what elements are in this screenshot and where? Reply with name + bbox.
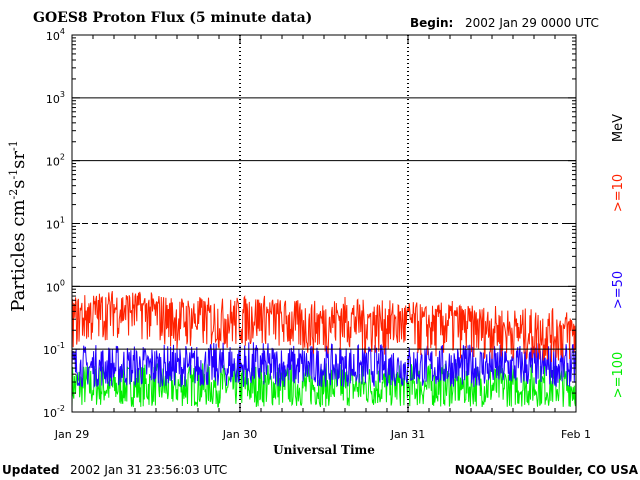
- x-tick-label: Jan 31: [390, 428, 425, 441]
- data-layer: [71, 291, 577, 408]
- legend-item-ge50: >=50: [611, 271, 626, 309]
- y-axis-label: Particles cm-2s-1sr-1: [7, 140, 29, 311]
- legend-item-ge10: >=10: [611, 174, 626, 212]
- y-tick-label: 103: [46, 90, 65, 106]
- y-tick-label: 10-1: [43, 341, 65, 357]
- x-tick-label: Feb 1: [561, 428, 591, 441]
- begin-value: 2002 Jan 29 0000 UTC: [465, 16, 599, 30]
- legend-unit: MeV: [611, 114, 626, 142]
- x-axis-label: Universal Time: [273, 443, 375, 457]
- updated-label: Updated: [2, 463, 60, 477]
- y-tick-label: 102: [46, 153, 65, 169]
- legend: MeV >=10 >=50 >=100: [611, 114, 626, 398]
- x-ticks: Jan 29 Jan 30 Jan 31 Feb 1: [54, 35, 591, 441]
- gridlines: [72, 97, 576, 350]
- begin-label: Begin:: [410, 16, 453, 30]
- chart-title: GOES8 Proton Flux (5 minute data): [33, 10, 312, 26]
- y-tick-label: 100: [46, 278, 65, 294]
- series-10mev-line: [71, 291, 577, 363]
- y-ticks: 10-2 10-1 100 101 102 103 104: [43, 27, 576, 420]
- y-tick-label: 104: [46, 27, 65, 43]
- credit-text: NOAA/SEC Boulder, CO USA: [455, 463, 639, 477]
- x-tick-label: Jan 29: [54, 428, 89, 441]
- y-tick-label: 10-2: [43, 404, 65, 420]
- day-separators: [239, 35, 409, 412]
- y-tick-label: 101: [46, 216, 65, 232]
- legend-item-ge100: >=100: [611, 352, 626, 399]
- updated-value: 2002 Jan 31 23:56:03 UTC: [70, 463, 227, 477]
- x-tick-label: Jan 30: [222, 428, 257, 441]
